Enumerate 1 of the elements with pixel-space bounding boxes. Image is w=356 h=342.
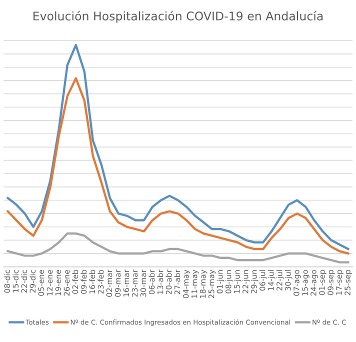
chart-title: Evolución Hospitalización COVID-19 en Andalucía — [33, 10, 323, 23]
